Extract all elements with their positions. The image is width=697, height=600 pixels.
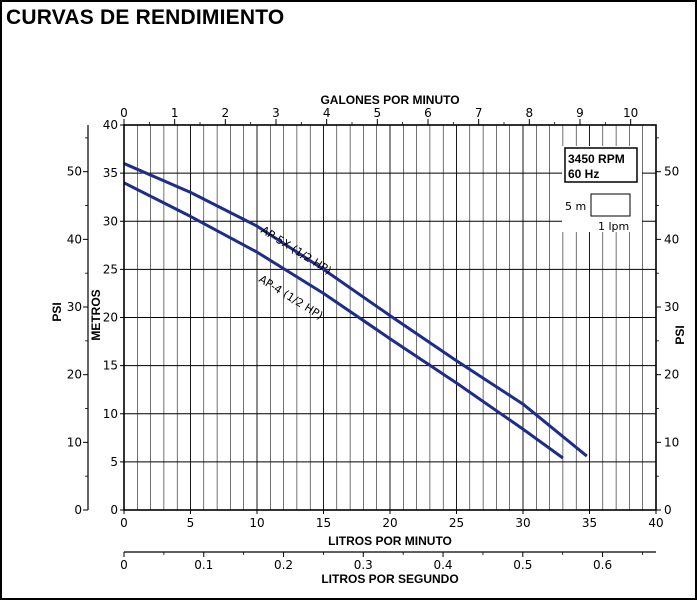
series-layer	[123, 162, 588, 460]
psi-left-tick-label: 10	[67, 435, 82, 449]
scale-vertical-label: 5 m	[565, 200, 586, 213]
psi-left-tick-label: 40	[67, 232, 82, 246]
legend-rpm-box	[564, 147, 638, 183]
x-tick-label: 0	[120, 516, 128, 530]
x-tick-label: 10	[249, 516, 264, 530]
legend-hz: 60 Hz	[568, 167, 599, 181]
scale-box	[590, 193, 631, 217]
top-tick-label: 1	[171, 106, 179, 120]
x-tick-label: 5	[187, 516, 195, 530]
psi-right-tick-label: 10	[664, 435, 679, 449]
psi-right-tick-label: 20	[664, 368, 679, 382]
lps-tick-label: 0.2	[274, 558, 293, 572]
top-tick-label: 0	[120, 106, 128, 120]
lps-tick-label: 0	[120, 558, 128, 572]
lps-tick-label: 0.3	[354, 558, 373, 572]
secondary-bottom-axis-title: LITROS POR SEGUNDO	[321, 572, 458, 586]
top-axis-title: GALONES POR MINUTO	[320, 93, 459, 107]
y-tick-label: 15	[103, 359, 118, 373]
x-tick-label: 40	[648, 516, 663, 530]
y-tick-label: 30	[103, 214, 118, 228]
scale-horizontal-label: 1 lpm	[598, 220, 629, 233]
lps-tick-label: 0.6	[593, 558, 612, 572]
y-tick-label: 20	[103, 311, 118, 325]
y-axis-title-metros: METROS	[89, 289, 103, 340]
psi-left-tick-label: 50	[67, 165, 82, 179]
y-tick-label: 35	[103, 166, 118, 180]
y-tick-label: 0	[110, 503, 118, 517]
y-tick-label: 25	[103, 262, 118, 276]
top-tick-label: 6	[424, 106, 432, 120]
axes	[83, 119, 661, 557]
legend-rpm: 3450 RPM	[568, 152, 625, 166]
psi-left-tick-label: 0	[74, 503, 82, 517]
bottom-axis-title: LITROS POR MINUTO	[328, 534, 452, 548]
y-tick-label: 40	[103, 118, 118, 132]
lps-tick-label: 0.1	[194, 558, 213, 572]
page-title: CURVAS DE RENDIMIENTO	[6, 6, 285, 29]
series-line-0	[123, 162, 588, 458]
y-tick-label: 10	[103, 407, 118, 421]
psi-left-tick-label: 20	[67, 368, 82, 382]
top-tick-label: 5	[374, 106, 382, 120]
legend-box: 3450 RPM 60 Hz 5 m 1 lpm	[562, 146, 642, 233]
top-tick-label: 9	[576, 106, 584, 120]
psi-left-tick-label: 30	[67, 300, 82, 314]
x-tick-label: 35	[582, 516, 597, 530]
series-line-1	[123, 181, 564, 460]
x-tick-label: 15	[316, 516, 331, 530]
psi-right-tick-label: 40	[664, 232, 679, 246]
top-tick-label: 2	[222, 106, 230, 120]
psi-right-tick-label: 0	[664, 503, 672, 517]
x-tick-label: 25	[449, 516, 464, 530]
lps-tick-label: 0.5	[513, 558, 532, 572]
y-tick-label: 5	[110, 455, 118, 469]
top-tick-label: 3	[272, 106, 280, 120]
y-axis-title-psi-right: PSI	[673, 325, 687, 344]
top-tick-label: 8	[526, 106, 534, 120]
psi-right-tick-label: 30	[664, 300, 679, 314]
tick-labels: 0 5 10 15 20 25 30 35 400 1 2 3 4 5 6 7 8 9 100 0.1 0.2 0.3 0.…	[67, 106, 680, 572]
psi-right-tick-label: 50	[664, 165, 679, 179]
x-tick-label: 20	[382, 516, 397, 530]
series-label-ap-4: AP-4 (1/2 HP)	[256, 273, 325, 323]
top-tick-label: 4	[323, 106, 331, 120]
lps-tick-label: 0.4	[433, 558, 452, 572]
top-tick-label: 7	[475, 106, 483, 120]
y-axis-title-psi-left: PSI	[50, 302, 64, 321]
x-tick-label: 30	[515, 516, 530, 530]
top-tick-label: 10	[623, 106, 638, 120]
